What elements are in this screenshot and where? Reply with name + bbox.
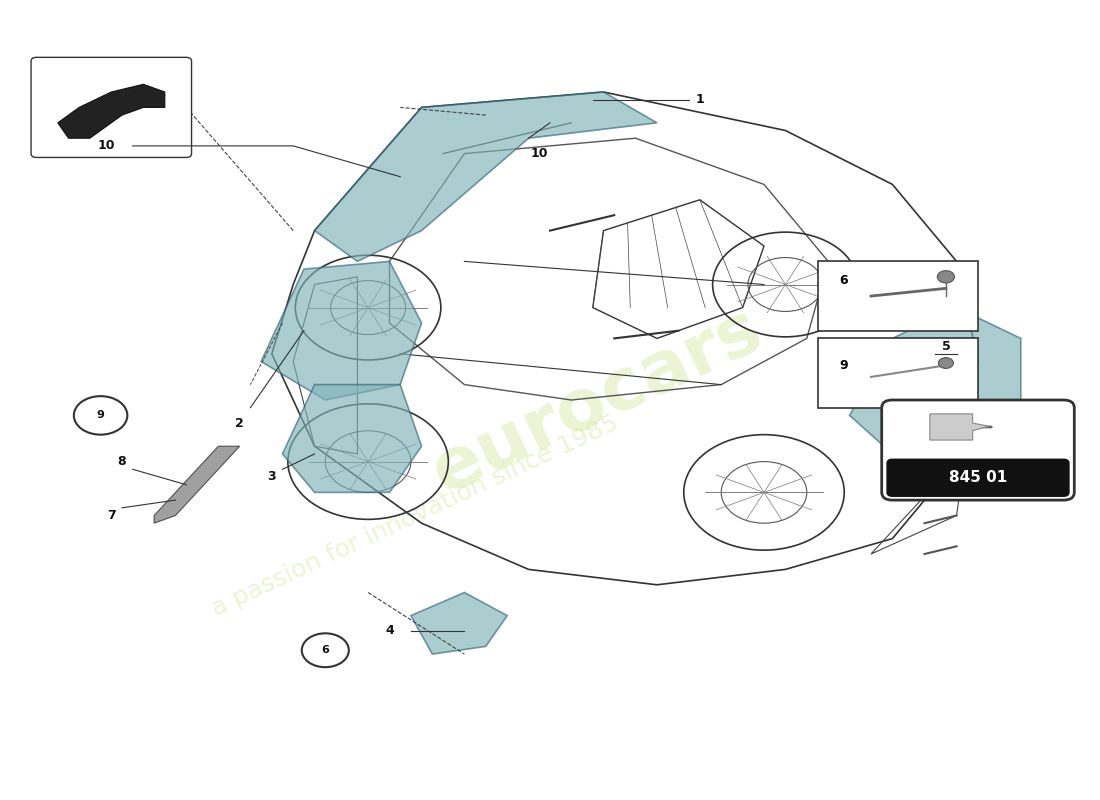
Text: 8: 8 [118, 455, 127, 468]
Text: 6: 6 [321, 646, 329, 655]
Text: 2: 2 [235, 417, 244, 430]
Text: 5: 5 [942, 339, 950, 353]
Text: 9: 9 [97, 410, 104, 421]
Polygon shape [261, 262, 421, 400]
Text: 9: 9 [839, 359, 847, 372]
Polygon shape [283, 385, 421, 492]
Text: a passion for innovation since 1985: a passion for innovation since 1985 [208, 410, 622, 621]
FancyBboxPatch shape [817, 338, 978, 408]
FancyBboxPatch shape [882, 400, 1075, 500]
FancyBboxPatch shape [887, 459, 1069, 496]
Text: 7: 7 [107, 509, 116, 522]
Polygon shape [411, 593, 507, 654]
Text: 6: 6 [839, 274, 847, 287]
Text: 3: 3 [267, 470, 276, 483]
Text: 10: 10 [530, 147, 548, 160]
Circle shape [938, 358, 954, 369]
Polygon shape [315, 92, 657, 262]
Polygon shape [849, 307, 1021, 462]
Circle shape [74, 396, 128, 434]
Text: 845 01: 845 01 [949, 470, 1008, 486]
Text: 10: 10 [97, 139, 114, 152]
Polygon shape [930, 414, 989, 440]
Text: 1: 1 [695, 94, 704, 106]
Circle shape [301, 634, 349, 667]
FancyBboxPatch shape [31, 58, 191, 158]
Text: 4: 4 [385, 625, 394, 638]
FancyBboxPatch shape [817, 262, 978, 330]
Polygon shape [154, 446, 240, 523]
Text: eurocars: eurocars [421, 294, 773, 507]
Polygon shape [58, 84, 165, 138]
Circle shape [937, 270, 955, 283]
